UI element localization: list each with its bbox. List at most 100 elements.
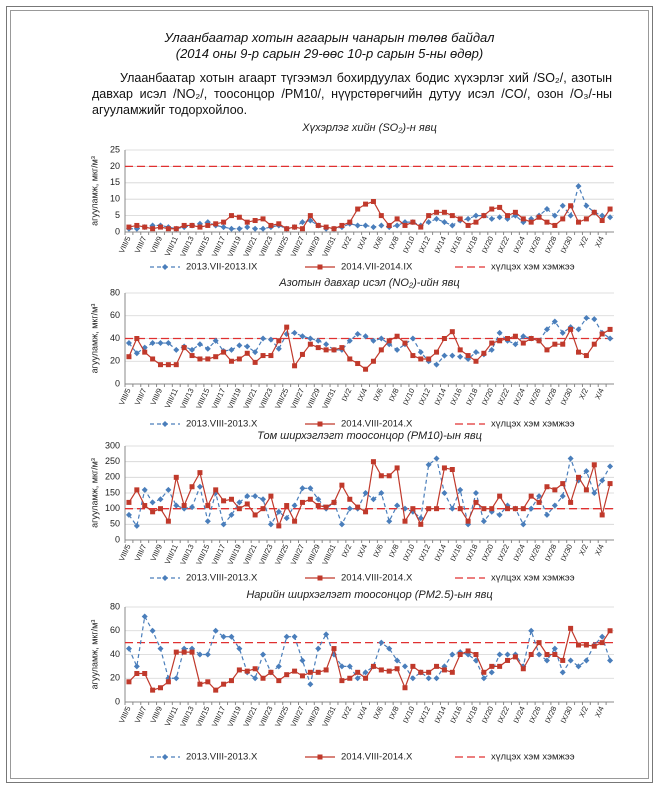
point-marker xyxy=(268,493,274,499)
point-marker xyxy=(126,224,132,230)
point-marker xyxy=(165,518,171,524)
point-marker xyxy=(402,222,408,228)
point-marker xyxy=(449,213,455,219)
point-marker xyxy=(299,351,305,357)
x-tick-label: VIII/31 xyxy=(320,387,337,410)
point-marker xyxy=(236,214,242,220)
point-marker xyxy=(189,484,195,490)
point-marker xyxy=(315,345,321,351)
point-marker xyxy=(142,349,148,355)
point-marker xyxy=(315,669,321,675)
point-marker xyxy=(441,465,447,471)
point-marker xyxy=(386,668,392,674)
point-marker xyxy=(434,663,440,669)
x-tick-label: IX/12 xyxy=(417,235,433,255)
point-marker xyxy=(583,487,589,493)
x-tick-label: IX/28 xyxy=(543,543,559,563)
point-marker xyxy=(426,506,432,512)
point-marker xyxy=(197,224,203,230)
point-marker xyxy=(181,222,187,228)
point-marker xyxy=(252,512,258,518)
point-marker xyxy=(307,681,314,688)
title: Улаанбаатар хотын агаарын чанарын төлөв … xyxy=(164,30,495,45)
x-tick-label: IX/24 xyxy=(511,705,527,725)
point-marker xyxy=(480,518,487,525)
point-marker xyxy=(331,226,337,232)
point-marker xyxy=(457,353,464,360)
x-tick-label: IX/20 xyxy=(480,705,496,725)
point-marker xyxy=(292,363,298,369)
point-marker xyxy=(591,316,598,323)
x-tick-label: IX/26 xyxy=(527,705,543,725)
point-marker xyxy=(607,326,613,332)
point-marker xyxy=(315,503,321,509)
point-marker xyxy=(551,318,558,325)
y-axis-label: агууламж, мкг/м³ xyxy=(89,304,99,374)
point-marker xyxy=(418,521,424,527)
point-marker xyxy=(543,326,550,333)
point-marker xyxy=(544,219,550,225)
x-tick-label: X/4 xyxy=(593,543,606,557)
point-marker xyxy=(268,222,274,228)
y-tick-label: 80 xyxy=(110,287,120,297)
point-marker xyxy=(583,468,590,475)
point-marker xyxy=(497,663,503,669)
point-marker xyxy=(489,506,495,512)
point-marker xyxy=(173,362,179,368)
point-marker xyxy=(141,613,148,620)
y-axis-label: агууламж, мкг/м³ xyxy=(89,620,99,690)
y-tick-label: 80 xyxy=(110,601,120,611)
point-marker xyxy=(599,218,605,224)
point-marker xyxy=(370,224,377,231)
point-marker xyxy=(134,487,140,493)
x-tick-label: X/2 xyxy=(577,705,590,719)
point-marker xyxy=(323,341,330,348)
point-marker xyxy=(339,345,345,351)
y-tick-label: 100 xyxy=(105,503,120,513)
point-marker xyxy=(473,219,479,225)
point-marker xyxy=(236,506,242,512)
point-marker xyxy=(465,222,471,228)
point-marker xyxy=(481,669,487,675)
point-marker xyxy=(576,642,582,648)
x-tick-label: X/4 xyxy=(593,387,606,401)
legend-label: 2014.VII-2014.IX xyxy=(341,262,413,273)
point-marker xyxy=(283,515,290,522)
point-marker xyxy=(441,667,447,673)
point-marker xyxy=(426,669,432,675)
legend-label: 2013.VII-2013.IX xyxy=(186,262,258,273)
x-tick-label: IX/28 xyxy=(543,705,559,725)
x-tick-label: IX/18 xyxy=(464,235,480,255)
x-tick-label: IX/28 xyxy=(543,387,559,407)
point-marker xyxy=(528,505,535,512)
point-marker xyxy=(607,628,613,634)
x-tick-label: IX/12 xyxy=(417,387,433,407)
x-tick-label: IX/4 xyxy=(355,235,369,251)
point-marker xyxy=(323,631,330,638)
point-marker xyxy=(481,350,487,356)
point-marker xyxy=(284,503,290,509)
point-marker xyxy=(378,639,385,646)
point-marker xyxy=(260,496,267,503)
point-marker xyxy=(465,518,471,524)
point-marker xyxy=(347,356,353,362)
point-marker xyxy=(276,678,282,684)
heading: Улаанбаатар хотын агаарын чанарын төлөв … xyxy=(0,30,659,62)
point-marker xyxy=(417,349,424,356)
x-tick-label: VIII/5 xyxy=(117,705,133,725)
x-tick-label: IX/22 xyxy=(496,235,512,255)
x-tick-label: IX/6 xyxy=(371,543,385,559)
point-marker xyxy=(410,353,416,359)
point-marker xyxy=(284,672,290,678)
point-marker xyxy=(401,663,408,670)
point-marker xyxy=(457,506,463,512)
point-marker xyxy=(552,652,558,657)
x-tick-label: IX/18 xyxy=(464,543,480,563)
point-marker xyxy=(157,506,163,512)
point-marker xyxy=(536,499,542,505)
point-marker xyxy=(252,218,258,224)
point-marker xyxy=(425,461,432,468)
point-marker xyxy=(181,649,187,655)
point-marker xyxy=(292,668,298,674)
point-marker xyxy=(157,362,163,368)
